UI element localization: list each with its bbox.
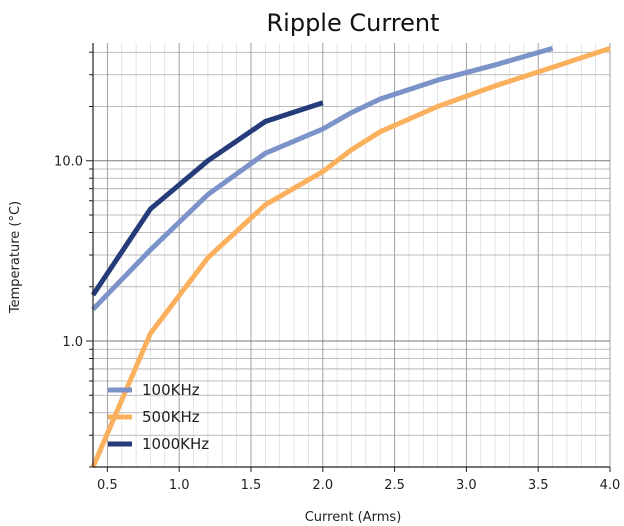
x-tick-label: 2.0 — [312, 478, 333, 493]
x-tick-label: 2.5 — [384, 478, 405, 493]
series-line-1000khz — [90, 100, 324, 297]
x-tick-label: 1.0 — [169, 478, 190, 493]
ticks-layer: 0.5 1.0 1.5 2.0 2.5 3.0 3.5 4.0 1.0 10.0 — [54, 51, 621, 493]
legend-label-500khz: 500KHz — [142, 408, 200, 426]
chart-title: Ripple Current — [266, 9, 439, 37]
series-line-500khz — [90, 46, 611, 468]
series-line-100khz — [91, 45, 554, 312]
x-tick-label: 1.5 — [241, 478, 262, 493]
x-tick-label: 3.0 — [456, 478, 477, 493]
legend-label-1000khz: 1000KHz — [142, 435, 209, 453]
x-tick-label: 4.0 — [600, 478, 621, 493]
x-tick-label: 3.5 — [528, 478, 549, 493]
y-tick-label: 10.0 — [54, 155, 83, 170]
y-axis-label: Temperature (°C) — [8, 201, 23, 314]
x-axis-label: Current (Arms) — [305, 510, 402, 525]
grid-minor — [92, 43, 611, 468]
legend: 100KHz 500KHz 1000KHz — [108, 381, 209, 453]
grid-major — [93, 43, 611, 467]
legend-label-100khz: 100KHz — [142, 381, 200, 399]
x-tick-label: 0.5 — [97, 478, 118, 493]
y-tick-label: 1.0 — [62, 335, 83, 350]
series-layer — [90, 45, 611, 468]
